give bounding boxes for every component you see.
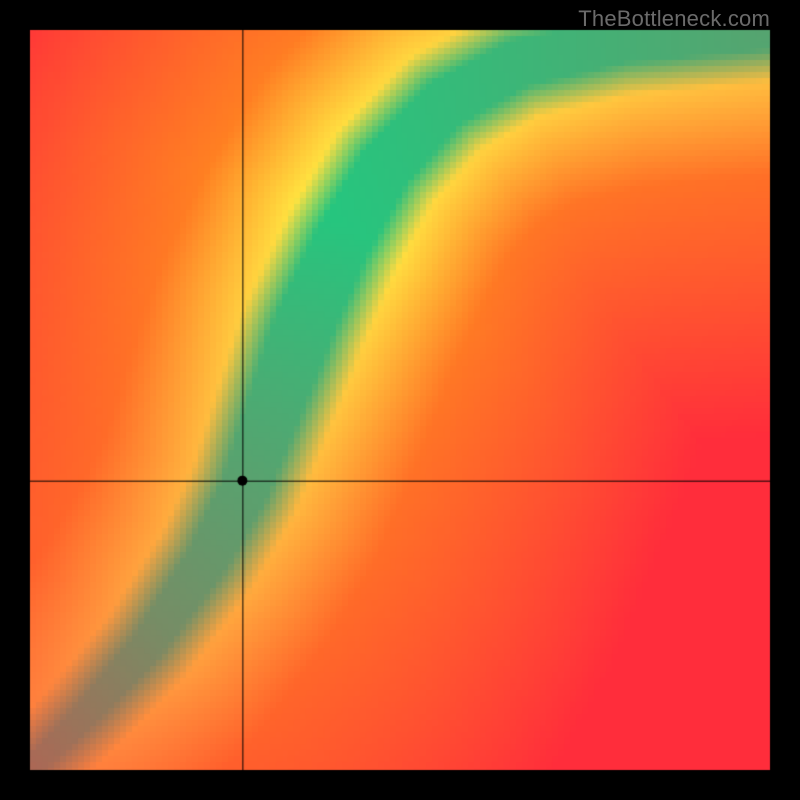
chart-container: { "watermark": "TheBottleneck.com", "can… [0, 0, 800, 800]
bottleneck-heatmap [0, 0, 800, 800]
watermark-text: TheBottleneck.com [578, 6, 770, 32]
